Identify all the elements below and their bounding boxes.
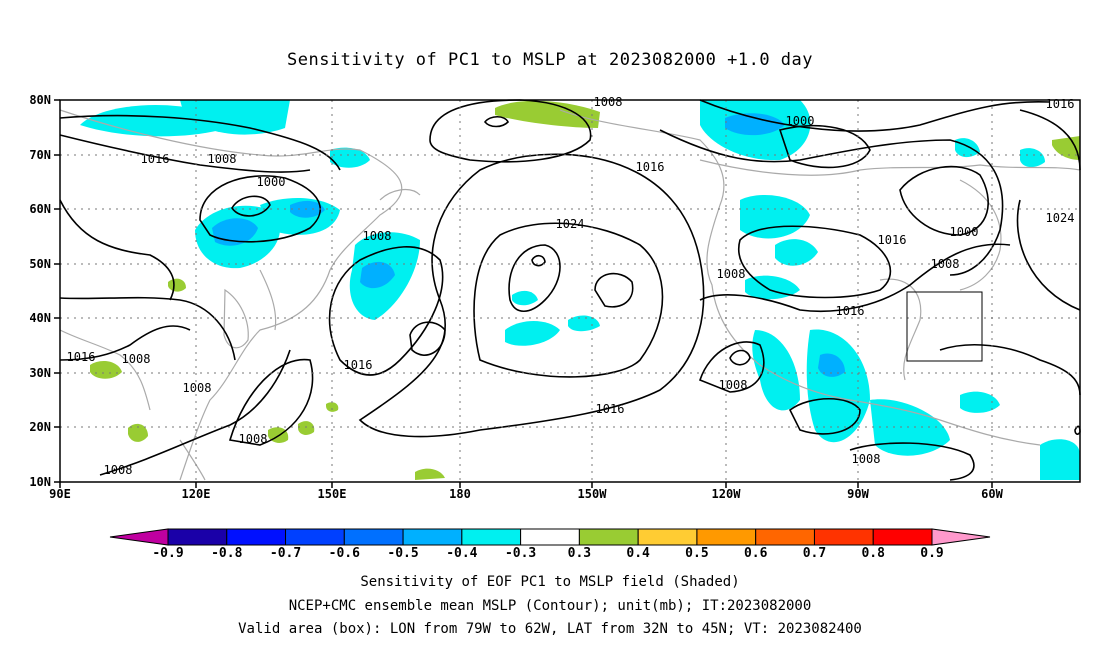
colorbar-label: -0.9: [152, 546, 183, 561]
contour-label: 1008: [717, 267, 746, 281]
colorbar-swatch: [461, 528, 522, 546]
colorbar: -0.9 -0.8 -0.7 -0.6 -0.5 -0.4 -0.3 0.3 0.4 0.5 0.6…: [109, 528, 991, 561]
lat-tick-label: 80N: [29, 93, 51, 107]
contour-label: 1000: [257, 175, 286, 189]
contour-label: 1016: [836, 304, 865, 318]
contour-label: 1008: [719, 378, 748, 392]
contour-label: 1016: [344, 358, 373, 372]
lon-tick-label: 120W: [712, 487, 742, 501]
lat-tick-label: 10N: [29, 475, 51, 489]
contour-label: 1016: [67, 350, 96, 364]
contour-label: 1000: [786, 114, 815, 128]
colorbar-label: 0.7: [803, 546, 826, 561]
contour-label: 1008: [363, 229, 392, 243]
lat-tick-label: 20N: [29, 420, 51, 434]
contour-label: 1008: [852, 452, 881, 466]
lon-tick-label: 90W: [847, 487, 869, 501]
lat-axis-labels: 80N 70N 60N 50N 40N 30N 20N 10N: [29, 93, 51, 489]
sensitivity-shading: [80, 100, 1080, 480]
lon-tick-label: 90E: [49, 487, 71, 501]
contour-label: 1008: [104, 463, 133, 477]
colorbar-swatch: [343, 528, 404, 546]
colorbar-swatch: [520, 528, 580, 546]
contour-label: 1008: [122, 352, 151, 366]
colorbar-label: 0.3: [568, 546, 591, 561]
lon-tick-label: 120E: [182, 487, 211, 501]
colorbar-label: -0.3: [505, 546, 536, 561]
colorbar-swatch: [872, 528, 933, 546]
colorbar-swatch: [402, 528, 463, 546]
lat-tick-label: 50N: [29, 257, 51, 271]
contour-labels: 1008 1016 1016 1008 1000 1008 1016 1016 …: [67, 95, 1075, 477]
lon-tick-label: 60W: [981, 487, 1003, 501]
contour-label: 1008: [208, 152, 237, 166]
contour-label: 1016: [878, 233, 907, 247]
contour-label: 1016: [596, 402, 625, 416]
colorbar-label: -0.7: [270, 546, 301, 561]
lat-tick-label: 70N: [29, 148, 51, 162]
contour-label: 1008: [931, 257, 960, 271]
contour-label: 1008: [183, 381, 212, 395]
valid-area-box: [906, 291, 983, 362]
colorbar-label: -0.5: [387, 546, 418, 561]
contour-label: 1024: [556, 217, 585, 231]
footer-line-1: Sensitivity of EOF PC1 to MSLP field (Sh…: [360, 574, 740, 590]
contour-label: 1008: [239, 432, 268, 446]
map-frame: [59, 99, 1081, 483]
colorbar-label: -0.4: [446, 546, 477, 561]
contour-label: 1000: [950, 225, 979, 239]
colorbar-label: 0.9: [920, 546, 943, 561]
colorbar-swatch: [813, 528, 874, 546]
contour-label: 1016: [141, 152, 170, 166]
map-title: Sensitivity of PC1 to MSLP at 2023082000…: [286, 50, 813, 70]
colorbar-label: 0.4: [626, 546, 650, 561]
mslp-contours: [59, 99, 1081, 481]
contour-label: 1024: [1046, 211, 1075, 225]
colorbar-low-arrow: [109, 528, 169, 546]
colorbar-swatch: [637, 528, 698, 546]
coastlines: [59, 109, 1081, 481]
contour-label: 1016: [1046, 97, 1075, 111]
colorbar-swatch: [285, 528, 345, 546]
lat-tick-label: 60N: [29, 202, 51, 216]
colorbar-swatch: [755, 528, 815, 546]
colorbar-swatch: [696, 528, 757, 546]
lon-tick-label: 180: [449, 487, 471, 501]
axis-ticks: [54, 99, 993, 488]
colorbar-label: 0.5: [685, 546, 708, 561]
lat-tick-label: 30N: [29, 366, 51, 380]
colorbar-swatch: [226, 528, 287, 546]
colorbar-swatch: [167, 528, 228, 546]
colorbar-high-arrow: [931, 528, 991, 546]
contour-label: 1008: [594, 95, 623, 109]
lon-tick-label: 150E: [318, 487, 347, 501]
colorbar-label: 0.8: [861, 546, 885, 561]
colorbar-label: 0.6: [744, 546, 768, 561]
colorbar-label: -0.6: [329, 546, 360, 561]
lon-axis-labels: 90E 120E 150E 180 150W 120W 90W 60W: [49, 487, 1003, 501]
footer-line-3: Valid area (box): LON from 79W to 62W, L…: [238, 621, 862, 637]
colorbar-swatch: [578, 528, 639, 546]
colorbar-label: -0.8: [211, 546, 242, 561]
footer-line-2: NCEP+CMC ensemble mean MSLP (Contour); u…: [288, 598, 812, 614]
lon-tick-label: 150W: [578, 487, 608, 501]
contour-label: 1016: [636, 160, 665, 174]
lat-tick-label: 40N: [29, 311, 51, 325]
lat-lon-grid: [60, 100, 1080, 482]
